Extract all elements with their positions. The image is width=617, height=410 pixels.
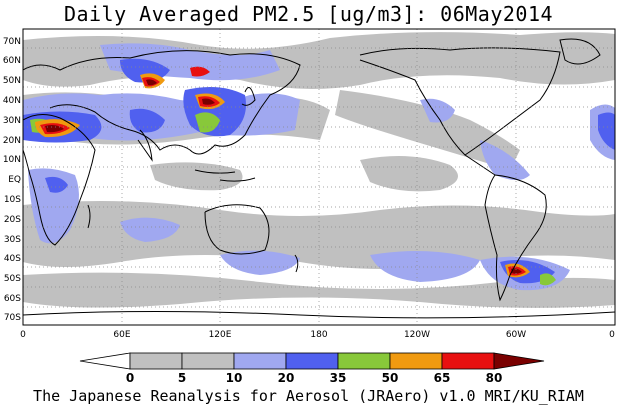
colorbar-label: 35 [330,371,347,385]
lon-axis: 0 60E 120E 180 120W 60W 0 [20,330,615,340]
colorbar: 0 5 10 20 35 50 65 80 [79,352,545,385]
map-title: Daily Averaged PM2.5 [ug/m3]: 06May2014 [63,2,554,26]
colorbar-label: 50 [382,371,399,385]
colorbar-label: 10 [226,371,243,385]
colorbar-label: 65 [434,371,451,385]
lat-label: 10S [4,195,21,205]
lat-label: 30S [4,235,21,245]
lat-axis: 70N 60N 50N 40N 30N 20N 10N EQ 10S 20S 3… [3,37,21,323]
colorbar-swatch [181,352,235,370]
lon-label: 120E [209,330,232,340]
colorbar-swatch [285,352,339,370]
lat-label: 20S [4,215,21,225]
colorbar-swatch [389,352,443,370]
lon-label: 60W [506,330,526,340]
colorbar-swatch [337,352,391,370]
lon-label: 0 [609,330,615,340]
footer-credit: The Japanese Reanalysis for Aerosol (JRA… [33,387,584,405]
lat-label: 50N [3,76,21,86]
colorbar-swatch [493,352,545,370]
colorbar-swatch [233,352,287,370]
lon-label: 60E [113,330,130,340]
colorbar-swatch [79,352,131,370]
lat-label: 60N [3,56,21,66]
lat-label: 40S [4,254,21,264]
lat-label: 50S [4,274,21,284]
colorbar-label: 80 [486,371,503,385]
lat-label: 70S [4,313,21,323]
colorbar-label: 5 [178,371,186,385]
lat-label: 20N [3,136,21,146]
colorbar-label: 0 [126,371,134,385]
lon-label: 120W [404,330,430,340]
pm25-field [23,29,615,325]
lat-label: EQ [8,175,21,185]
lat-label: 60S [4,294,21,304]
gridlines [23,29,615,325]
colorbar-swatch [129,352,183,370]
lat-label: 70N [3,37,21,47]
colorbar-swatch [441,352,495,370]
lat-label: 10N [3,155,21,165]
colorbar-label: 20 [278,371,295,385]
lat-label: 40N [3,96,21,106]
lat-label: 30N [3,116,21,126]
plot-frame [22,28,616,326]
lon-label: 180 [310,330,327,340]
coastlines [23,38,615,319]
lon-label: 0 [20,330,26,340]
